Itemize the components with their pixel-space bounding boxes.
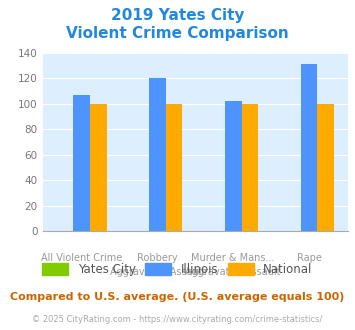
Text: Murder & Mans...: Murder & Mans...	[191, 253, 275, 263]
Bar	[90, 104, 106, 231]
Text: Aggravated Assault: Aggravated Assault	[110, 267, 205, 277]
Text: Violent Crime Comparison: Violent Crime Comparison	[66, 26, 289, 41]
Text: Rape: Rape	[296, 253, 321, 263]
Bar	[166, 104, 182, 231]
Text: © 2025 CityRating.com - https://www.cityrating.com/crime-statistics/: © 2025 CityRating.com - https://www.city…	[32, 315, 323, 324]
Bar	[149, 78, 166, 231]
Text: Aggravated Assault: Aggravated Assault	[185, 267, 281, 277]
Bar	[317, 104, 334, 231]
Text: Robbery: Robbery	[137, 253, 178, 263]
Bar	[301, 64, 317, 231]
Bar	[241, 104, 258, 231]
Legend: Yates City, Illinois, National: Yates City, Illinois, National	[38, 258, 317, 281]
Text: All Violent Crime: All Violent Crime	[41, 253, 122, 263]
Bar	[73, 95, 90, 231]
Text: Compared to U.S. average. (U.S. average equals 100): Compared to U.S. average. (U.S. average …	[10, 292, 345, 302]
Text: 2019 Yates City: 2019 Yates City	[111, 8, 244, 23]
Bar	[225, 101, 241, 231]
